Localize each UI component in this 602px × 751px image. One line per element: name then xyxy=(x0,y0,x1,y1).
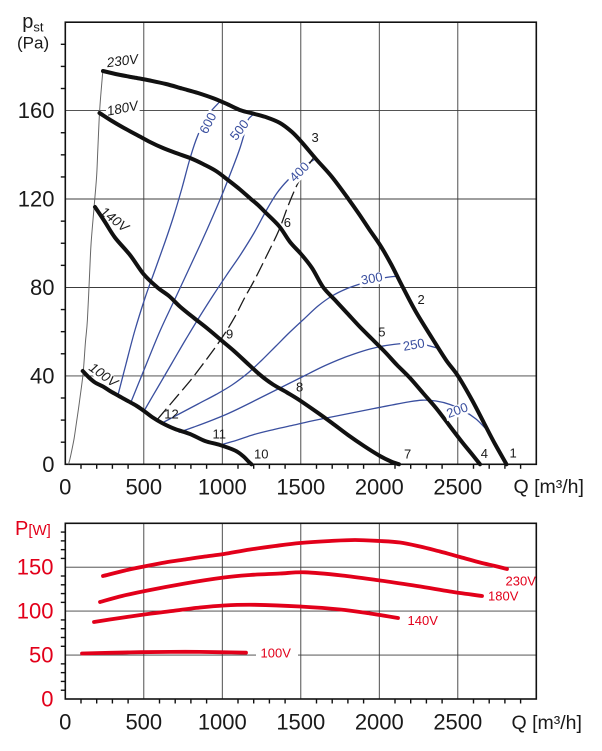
svg-text:12: 12 xyxy=(164,407,178,422)
svg-text:140V: 140V xyxy=(408,613,439,628)
svg-text:0: 0 xyxy=(59,710,71,735)
svg-text:1000: 1000 xyxy=(198,710,247,735)
svg-text:100: 100 xyxy=(17,599,54,624)
svg-text:2: 2 xyxy=(418,292,425,307)
svg-text:300: 300 xyxy=(360,269,384,288)
svg-text:2000: 2000 xyxy=(355,710,404,735)
svg-text:180V: 180V xyxy=(105,98,141,119)
svg-text:500: 500 xyxy=(125,710,162,735)
svg-text:10: 10 xyxy=(254,447,268,462)
svg-text:1: 1 xyxy=(510,446,517,461)
svg-text:50: 50 xyxy=(29,643,53,668)
svg-text:0: 0 xyxy=(59,475,71,500)
svg-text:230V: 230V xyxy=(506,574,537,589)
svg-text:3: 3 xyxy=(312,130,319,145)
svg-text:6: 6 xyxy=(284,215,291,230)
svg-text:Q [m³/h]: Q [m³/h] xyxy=(514,476,584,498)
svg-text:180V: 180V xyxy=(488,589,519,604)
svg-text:7: 7 xyxy=(404,447,411,462)
svg-text:230V: 230V xyxy=(105,51,141,70)
svg-text:8: 8 xyxy=(296,380,303,395)
svg-text:2500: 2500 xyxy=(433,710,482,735)
svg-text:1500: 1500 xyxy=(276,710,325,735)
svg-text:9: 9 xyxy=(226,327,233,342)
svg-text:0: 0 xyxy=(41,687,53,712)
svg-text:500: 500 xyxy=(125,475,162,500)
svg-text:P[W]: P[W] xyxy=(15,518,51,540)
svg-text:120: 120 xyxy=(18,187,55,212)
svg-text:150: 150 xyxy=(17,555,54,580)
svg-text:(Pa): (Pa) xyxy=(17,34,49,53)
svg-text:0: 0 xyxy=(42,452,54,477)
svg-text:5: 5 xyxy=(378,325,385,340)
svg-text:160: 160 xyxy=(18,98,55,123)
svg-text:1000: 1000 xyxy=(198,475,247,500)
svg-text:1500: 1500 xyxy=(276,475,325,500)
svg-text:250: 250 xyxy=(402,335,426,354)
svg-text:11: 11 xyxy=(213,427,227,442)
svg-text:100V: 100V xyxy=(261,646,292,661)
svg-text:2000: 2000 xyxy=(355,475,404,500)
svg-text:Q [m³/h]: Q [m³/h] xyxy=(512,712,582,734)
svg-text:40: 40 xyxy=(30,363,54,388)
svg-text:200: 200 xyxy=(444,399,470,421)
svg-text:80: 80 xyxy=(30,275,54,300)
svg-text:4: 4 xyxy=(481,446,488,461)
svg-text:2500: 2500 xyxy=(433,475,482,500)
